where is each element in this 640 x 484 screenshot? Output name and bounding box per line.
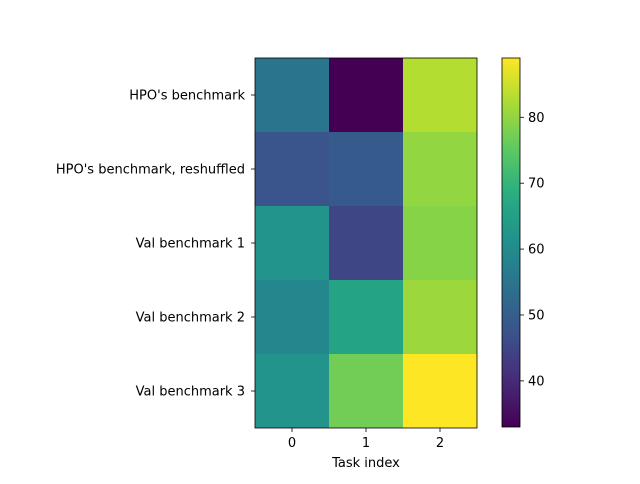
y-tick-label: Val benchmark 2: [136, 311, 245, 326]
heatmap-cell: [329, 354, 403, 428]
heatmap-cell: [255, 206, 329, 280]
heatmap-cell: [255, 354, 329, 428]
colorbar-tick-label: 50: [528, 308, 545, 323]
heatmap-cell: [329, 206, 403, 280]
x-axis-label: Task index: [331, 456, 400, 471]
y-tick-label: Val benchmark 1: [136, 237, 245, 252]
heatmap-cell: [403, 354, 477, 428]
colorbar-tick-label: 80: [528, 111, 545, 126]
colorbar-tick-label: 60: [528, 243, 545, 258]
colorbar: 40 50 60 70 80: [501, 57, 545, 428]
colorbar-tick-label: 40: [528, 374, 545, 389]
heatmap-cell: [403, 280, 477, 354]
heatmap-cell: [329, 58, 403, 132]
y-tick-label: HPO's benchmark, reshuffled: [56, 163, 245, 178]
heatmap-cell: [329, 132, 403, 206]
x-tick-label: 0: [288, 436, 296, 451]
colorbar-tick-label: 70: [528, 177, 545, 192]
heatmap-cell: [255, 280, 329, 354]
y-tick-label: HPO's benchmark: [129, 89, 245, 104]
heatmap-cell: [403, 206, 477, 280]
y-tick-label: Val benchmark 3: [136, 385, 245, 400]
plot-area: HPO's benchmark HPO's benchmark, reshuffl…: [56, 57, 478, 451]
x-tick-label: 2: [436, 436, 444, 451]
heatmap-cell: [403, 132, 477, 206]
heatmap-cell: [329, 280, 403, 354]
heatmap-cell: [403, 58, 477, 132]
colorbar-gradient: [501, 57, 521, 428]
heatmap-cell: [255, 58, 329, 132]
heatmap-cell: [255, 132, 329, 206]
x-tick-label: 1: [362, 436, 370, 451]
